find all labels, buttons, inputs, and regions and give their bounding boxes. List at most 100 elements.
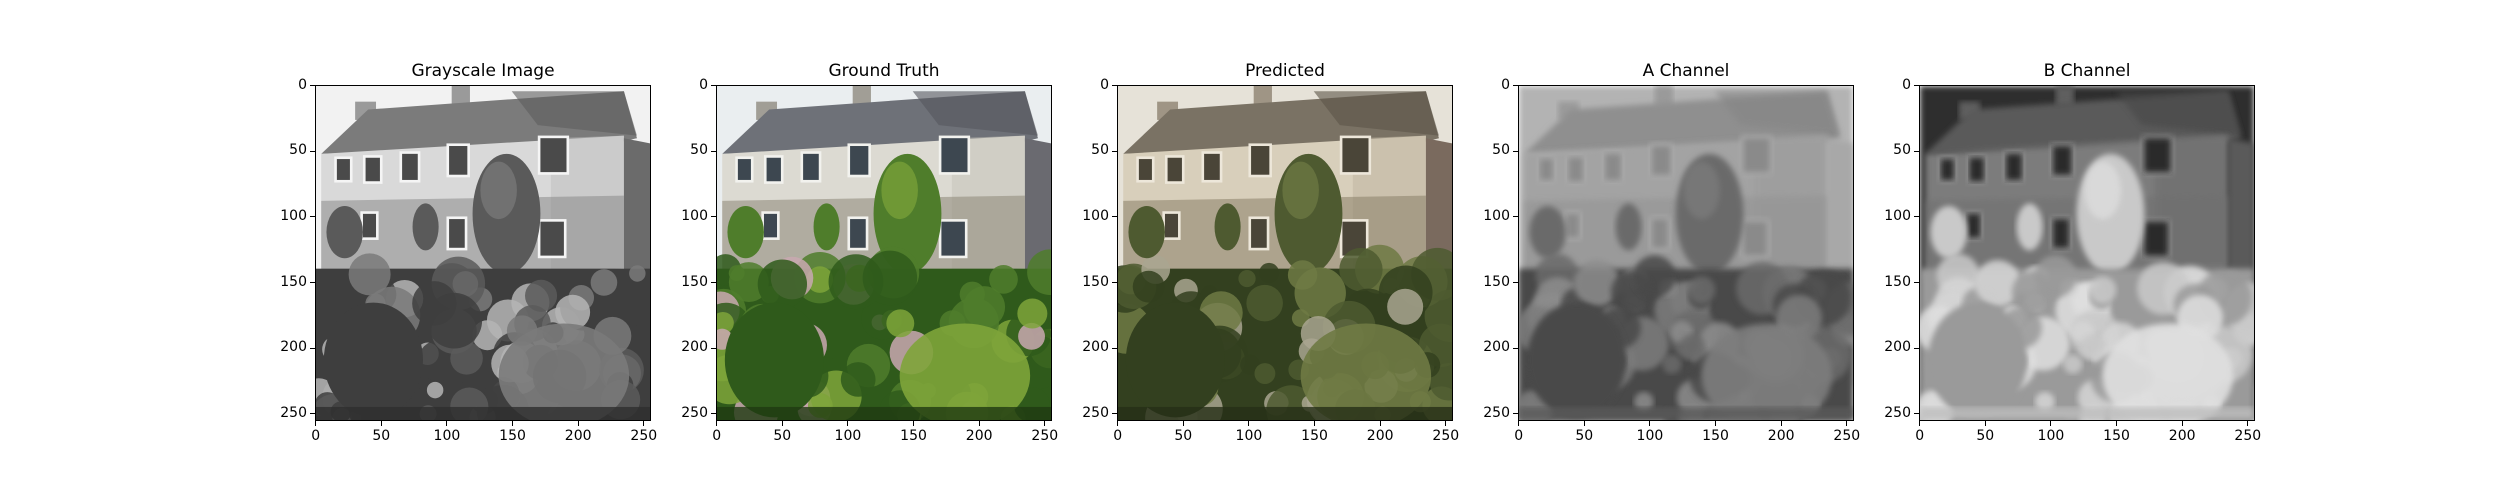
x-tick-mark: [2050, 421, 2052, 426]
y-tick-mark: [1513, 85, 1518, 87]
x-tick-label: 50: [372, 428, 391, 444]
subplot-title: B Channel: [2043, 61, 2131, 81]
y-tick-mark: [1914, 216, 1919, 218]
x-tick-label: 200: [564, 428, 592, 444]
subplot-title: Predicted: [1245, 61, 1325, 81]
x-tick-mark: [2247, 421, 2249, 426]
x-tick-mark: [1715, 421, 1717, 426]
x-tick-label: 50: [1174, 428, 1193, 444]
y-tick-mark: [1112, 347, 1117, 349]
x-tick-label: 0: [712, 428, 722, 444]
x-tick-label: 200: [1366, 428, 1394, 444]
y-tick-mark: [1513, 150, 1518, 152]
y-tick-label: 250: [1082, 404, 1109, 421]
x-tick-label: 150: [2103, 428, 2130, 444]
x-tick-mark: [1044, 421, 1046, 426]
x-tick-label: 150: [1702, 428, 1729, 444]
y-tick-label: 150: [681, 273, 708, 290]
y-tick-label: 0: [298, 76, 307, 93]
x-tick-mark: [913, 421, 915, 426]
x-tick-label: 50: [773, 428, 792, 444]
y-tick-label: 200: [1483, 339, 1510, 356]
y-tick-mark: [711, 150, 716, 152]
y-tick-label: 200: [1082, 339, 1109, 356]
x-tick-mark: [716, 421, 718, 426]
y-tick-mark: [711, 216, 716, 218]
subplot-image: [716, 85, 1052, 421]
y-tick-label: 0: [1100, 76, 1109, 93]
y-tick-mark: [1914, 150, 1919, 152]
y-tick-label: 50: [1893, 142, 1911, 159]
x-tick-mark: [643, 421, 645, 426]
y-tick-mark: [1112, 282, 1117, 284]
y-tick-mark: [1513, 216, 1518, 218]
y-tick-mark: [1112, 85, 1117, 87]
y-tick-label: 200: [1884, 339, 1911, 356]
y-tick-mark: [1513, 282, 1518, 284]
y-tick-label: 0: [1501, 76, 1510, 93]
x-tick-mark: [1518, 421, 1520, 426]
x-tick-label: 0: [1514, 428, 1524, 444]
y-tick-label: 50: [690, 142, 708, 159]
y-tick-mark: [1112, 216, 1117, 218]
y-tick-label: 250: [280, 404, 307, 421]
y-tick-label: 250: [1483, 404, 1510, 421]
subplot-image: [1919, 85, 2255, 421]
y-tick-mark: [1112, 150, 1117, 152]
y-tick-label: 100: [280, 207, 307, 224]
y-tick-label: 250: [681, 404, 708, 421]
x-tick-label: 250: [630, 428, 658, 444]
y-tick-mark: [711, 282, 716, 284]
x-tick-mark: [1117, 421, 1119, 426]
y-tick-mark: [1914, 347, 1919, 349]
subplot-title: Ground Truth: [828, 61, 940, 81]
x-tick-mark: [1780, 421, 1782, 426]
x-tick-label: 150: [900, 428, 927, 444]
x-tick-mark: [1314, 421, 1316, 426]
y-tick-mark: [310, 347, 315, 349]
y-tick-mark: [711, 413, 716, 415]
x-tick-label: 150: [499, 428, 526, 444]
x-tick-mark: [1846, 421, 1848, 426]
x-tick-mark: [1984, 421, 1986, 426]
x-tick-label: 250: [1432, 428, 1460, 444]
y-tick-label: 150: [280, 273, 307, 290]
x-tick-mark: [315, 421, 317, 426]
y-tick-label: 50: [289, 142, 307, 159]
x-tick-mark: [446, 421, 448, 426]
y-tick-mark: [1914, 413, 1919, 415]
x-tick-label: 200: [965, 428, 993, 444]
subplot-image: [1518, 85, 1854, 421]
x-tick-mark: [1445, 421, 1447, 426]
y-tick-mark: [310, 282, 315, 284]
y-tick-label: 200: [681, 339, 708, 356]
x-tick-label: 100: [1235, 428, 1263, 444]
y-tick-mark: [310, 216, 315, 218]
y-tick-mark: [711, 85, 716, 87]
x-tick-label: 100: [1636, 428, 1664, 444]
x-tick-mark: [2181, 421, 2183, 426]
x-tick-mark: [1248, 421, 1250, 426]
x-tick-mark: [1182, 421, 1184, 426]
x-tick-mark: [847, 421, 849, 426]
subplot-title: Grayscale Image: [411, 61, 555, 81]
x-tick-mark: [512, 421, 514, 426]
y-tick-mark: [1914, 282, 1919, 284]
x-tick-mark: [577, 421, 579, 426]
y-tick-mark: [1914, 85, 1919, 87]
y-tick-label: 0: [1902, 76, 1911, 93]
x-tick-label: 0: [1915, 428, 1925, 444]
x-tick-label: 100: [834, 428, 862, 444]
x-tick-label: 250: [1833, 428, 1861, 444]
y-tick-mark: [310, 150, 315, 152]
y-tick-mark: [1513, 347, 1518, 349]
y-tick-label: 200: [280, 339, 307, 356]
x-tick-label: 100: [2037, 428, 2065, 444]
y-tick-label: 50: [1091, 142, 1109, 159]
y-tick-label: 100: [1082, 207, 1109, 224]
x-tick-mark: [978, 421, 980, 426]
x-tick-mark: [1649, 421, 1651, 426]
